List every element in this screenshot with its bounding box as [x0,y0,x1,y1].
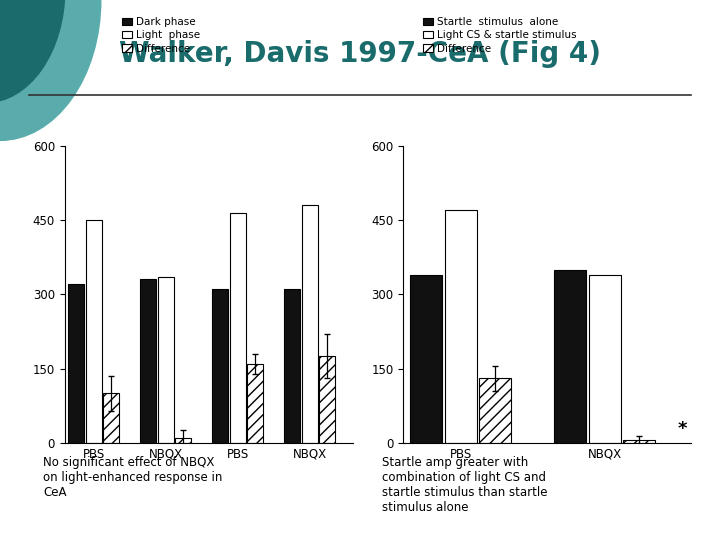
Bar [410,274,442,443]
Text: *: * [678,420,687,438]
Text: No significant effect of NBQX
on light-enhanced response in
CeA: No significant effect of NBQX on light-e… [43,456,222,500]
Bar [445,210,477,443]
Bar [319,356,335,443]
Bar [175,438,191,443]
Bar [302,205,318,443]
Bar [86,220,102,443]
Text: Startle amp greater with
combination of light CS and
startle stimulus than start: Startle amp greater with combination of … [382,456,547,514]
Bar [68,285,84,443]
Legend: Startle  stimulus  alone, Light CS & startle stimulus, Difference: Startle stimulus alone, Light CS & start… [423,17,577,53]
Bar [230,213,246,443]
Bar [247,363,263,443]
Bar [140,280,156,443]
Ellipse shape [0,0,101,140]
Bar [103,393,119,443]
Ellipse shape [0,0,65,103]
Bar [480,379,511,443]
Bar [284,289,300,443]
Text: Walker, Davis 1997-CeA (Fig 4): Walker, Davis 1997-CeA (Fig 4) [119,40,601,68]
Bar [212,289,228,443]
Bar [589,274,621,443]
Bar [624,440,655,443]
Bar [158,277,174,443]
Bar [554,269,586,443]
Legend: Dark phase, Light  phase, Difference: Dark phase, Light phase, Difference [122,17,201,53]
